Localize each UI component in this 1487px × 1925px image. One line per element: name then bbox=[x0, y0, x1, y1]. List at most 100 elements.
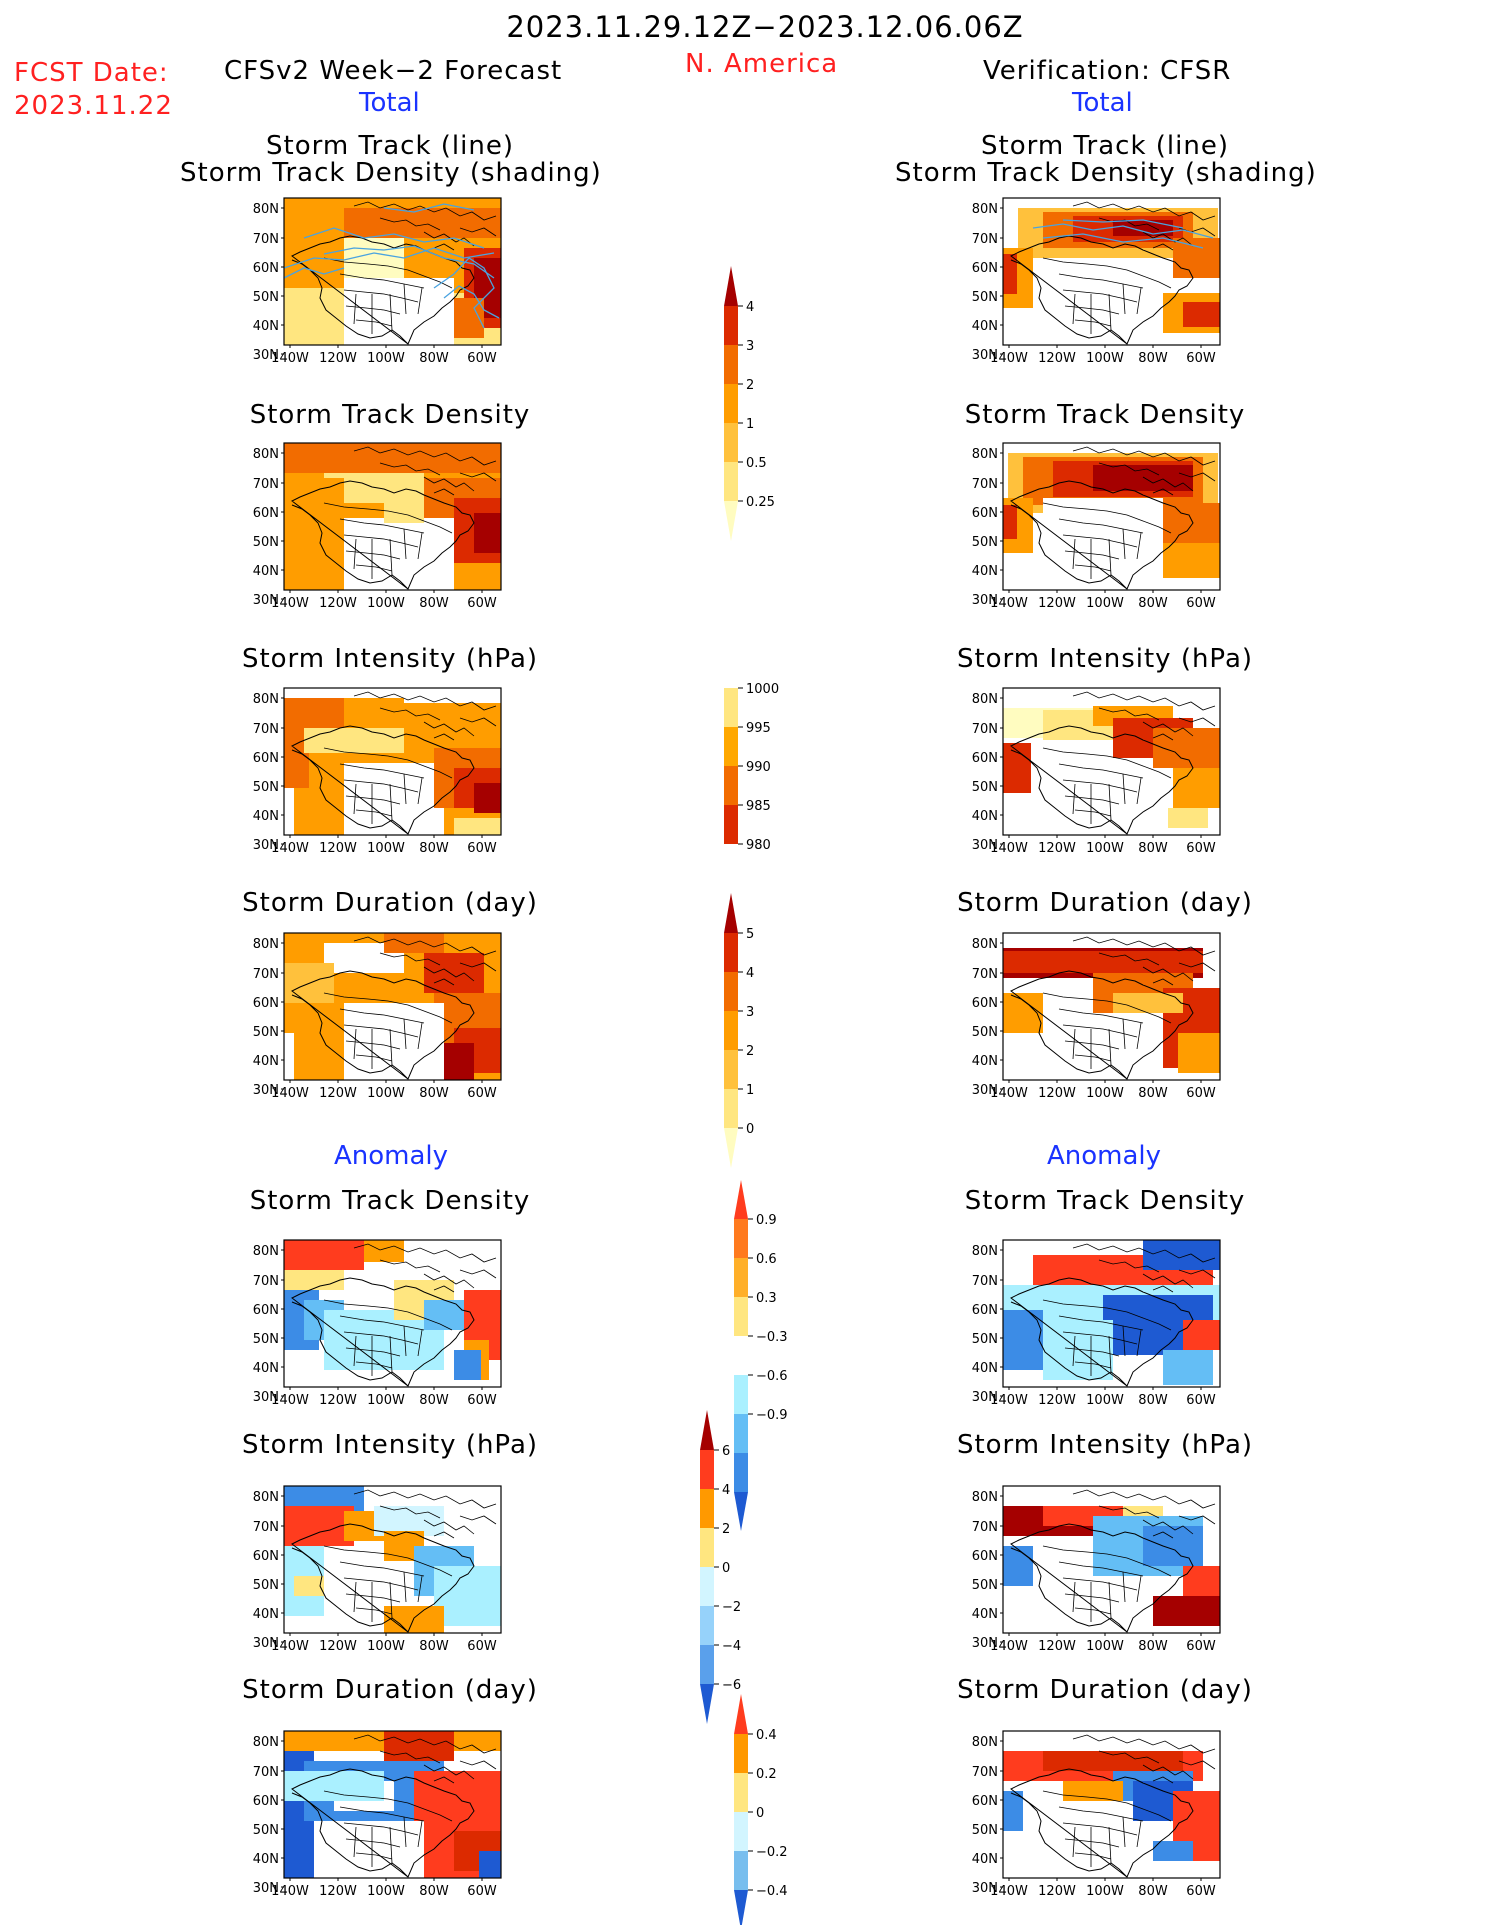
lon-label: 80W bbox=[1138, 1393, 1168, 1408]
lat-label: 50N bbox=[253, 1025, 279, 1040]
lat-label: 70N bbox=[972, 477, 998, 492]
map-frame bbox=[1002, 1485, 1221, 1634]
colorbar-bottom-arrow bbox=[700, 1684, 714, 1724]
colorbar-segment bbox=[700, 1645, 714, 1684]
lon-label: 100W bbox=[1086, 1086, 1124, 1101]
shading-cell bbox=[1163, 543, 1220, 578]
lat-label: 70N bbox=[972, 722, 998, 737]
lon-label: 100W bbox=[1086, 1639, 1124, 1654]
colorbar-segment bbox=[734, 1219, 748, 1258]
shading-cells bbox=[1003, 1486, 1220, 1633]
storm-track-line bbox=[1042, 233, 1204, 249]
map-frame bbox=[1002, 1730, 1221, 1879]
shading-cell bbox=[1003, 254, 1017, 294]
colorbar-segment bbox=[700, 1528, 714, 1567]
colorbar-label: 0.4 bbox=[756, 1728, 777, 1743]
lon-label: 100W bbox=[367, 1884, 405, 1899]
arctic-islands bbox=[1072, 201, 1216, 251]
colorbar-label: 4 bbox=[746, 966, 754, 981]
coastline bbox=[1010, 235, 1194, 345]
colorbar-segment bbox=[734, 1375, 748, 1414]
shading-cell bbox=[1113, 993, 1183, 1013]
lon-label: 80W bbox=[1138, 1639, 1168, 1654]
colorbar-label: −0.9 bbox=[756, 1408, 788, 1423]
lon-label: 100W bbox=[1086, 596, 1124, 611]
lat-label: 70N bbox=[253, 232, 279, 247]
coastline bbox=[291, 970, 475, 1080]
colorbar-label: 0.25 bbox=[746, 495, 775, 510]
shading-cell bbox=[424, 953, 484, 993]
colorbar-segment bbox=[724, 933, 738, 972]
lat-label: 30N bbox=[972, 1636, 998, 1651]
colorbar-label: 0 bbox=[722, 1561, 730, 1576]
shading-cell bbox=[1003, 1791, 1023, 1831]
lon-label: 80W bbox=[419, 351, 449, 366]
right-track-title: Storm Track (line) Storm Track Density (… bbox=[895, 133, 1316, 187]
shading-cell bbox=[1183, 302, 1220, 327]
lon-label: 100W bbox=[1086, 841, 1124, 856]
colorbar-label: −4 bbox=[722, 1639, 741, 1654]
coastline bbox=[1010, 725, 1194, 835]
lon-label: 60W bbox=[467, 351, 497, 366]
map-frame bbox=[283, 932, 502, 1081]
left-total-label: Total bbox=[359, 88, 420, 118]
shading-cell bbox=[284, 1506, 354, 1546]
shading-cell bbox=[284, 1270, 344, 1290]
state-borders bbox=[1042, 1299, 1172, 1376]
colorbar-segment bbox=[724, 727, 738, 766]
lat-label: 30N bbox=[253, 1083, 279, 1098]
shading-cell bbox=[404, 688, 501, 703]
right-density-title: Storm Track Density bbox=[964, 400, 1246, 430]
lon-label: 60W bbox=[467, 1639, 497, 1654]
lat-label: 50N bbox=[972, 290, 998, 305]
lon-label: 80W bbox=[419, 1086, 449, 1101]
lat-label: 60N bbox=[972, 1549, 998, 1564]
fcst-date-value: 2023.11.22 bbox=[14, 91, 173, 121]
lat-label: 60N bbox=[253, 506, 279, 521]
colorbar-segment bbox=[734, 1851, 748, 1890]
lon-label: 140W bbox=[271, 351, 309, 366]
colorbar-duration: 5 4 3 2 1 0 bbox=[724, 893, 754, 1168]
colorbar-label: 1 bbox=[746, 1083, 754, 1098]
shading-cell bbox=[1143, 1240, 1220, 1270]
lon-label: 140W bbox=[990, 351, 1028, 366]
colorbar-label: 0.2 bbox=[756, 1767, 777, 1782]
lat-label: 60N bbox=[253, 1303, 279, 1318]
lat-label: 30N bbox=[972, 348, 998, 363]
lat-label: 40N bbox=[972, 1852, 998, 1867]
colorbar-segment bbox=[734, 1414, 748, 1453]
right-anom-intensity-title: Storm Intensity (hPa) bbox=[956, 1430, 1254, 1460]
colorbar-label: 980 bbox=[746, 838, 771, 853]
shading-cell bbox=[284, 1240, 364, 1270]
shading-cells bbox=[284, 933, 501, 1080]
left-duration-title: Storm Duration (day) bbox=[242, 888, 538, 918]
colorbar-label: 2 bbox=[746, 1044, 754, 1059]
lon-label: 140W bbox=[990, 1884, 1028, 1899]
lon-label: 100W bbox=[367, 1086, 405, 1101]
shading-cells bbox=[1003, 933, 1220, 1080]
state-borders bbox=[1042, 257, 1172, 334]
left-anom-duration-title: Storm Duration (day) bbox=[242, 1675, 538, 1705]
colorbar-segment bbox=[700, 1489, 714, 1528]
lat-label: 30N bbox=[253, 1881, 279, 1896]
colorbar-segment bbox=[724, 1089, 738, 1128]
lat-label: 50N bbox=[972, 1578, 998, 1593]
colorbar-label: 2 bbox=[746, 378, 754, 393]
lat-label: 50N bbox=[253, 290, 279, 305]
lat-label: 80N bbox=[972, 1490, 998, 1505]
shading-cell bbox=[384, 1606, 444, 1633]
shading-cell bbox=[1173, 768, 1220, 808]
lat-label: 30N bbox=[253, 348, 279, 363]
colorbar-segment bbox=[724, 1011, 738, 1050]
shading-cell bbox=[1153, 1841, 1193, 1861]
state-borders bbox=[323, 257, 453, 334]
map-frame bbox=[283, 197, 502, 346]
lat-label: 60N bbox=[253, 261, 279, 276]
shading-cells bbox=[284, 443, 501, 590]
right-anom-density-title: Storm Track Density bbox=[964, 1186, 1246, 1216]
map-frame bbox=[1002, 687, 1221, 836]
